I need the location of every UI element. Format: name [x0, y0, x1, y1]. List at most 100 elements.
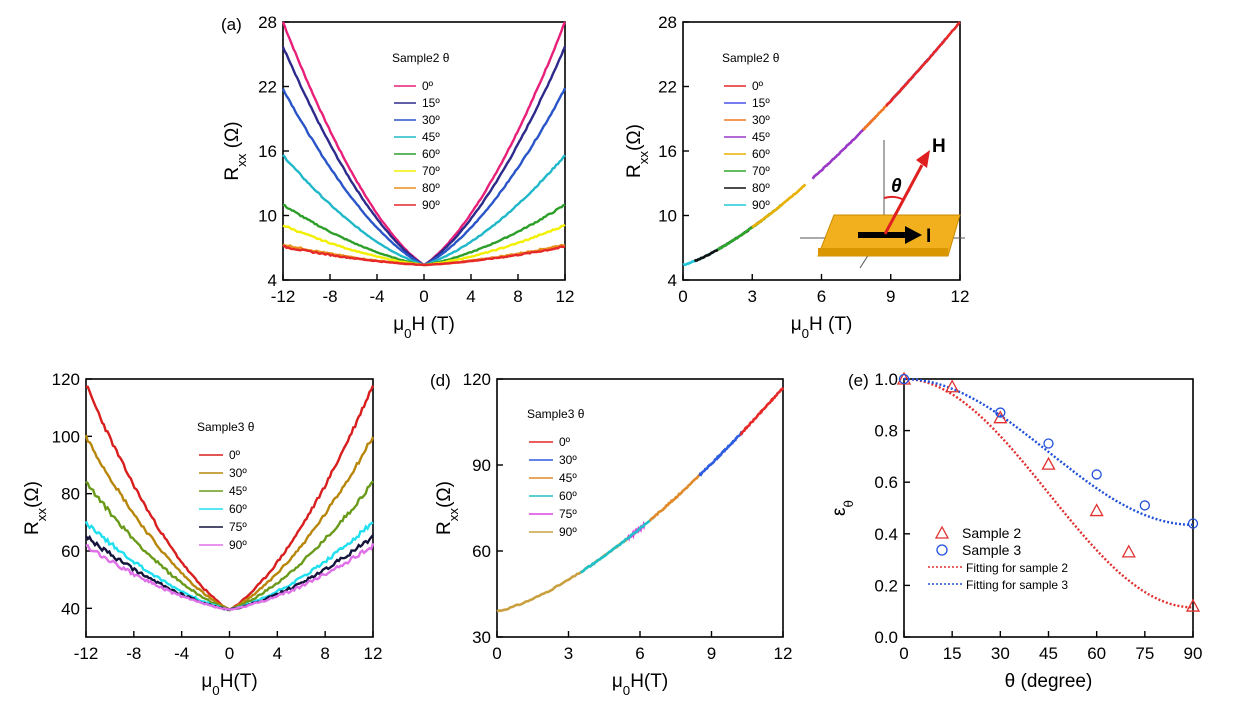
data-point — [1139, 500, 1150, 511]
field-label: H — [932, 136, 946, 157]
y-tick-label: 1.0 — [874, 370, 898, 389]
y-axis-label: Rxx (Ω) — [222, 121, 249, 180]
series-line — [739, 386, 785, 436]
legend-label: 30º — [229, 466, 247, 480]
y-tick-label: 30 — [472, 628, 491, 647]
x-tick-label: 12 — [951, 287, 970, 306]
legend-label: 30º — [559, 453, 577, 467]
y-tick-label: 10 — [658, 207, 677, 226]
series-line — [579, 515, 656, 574]
series-line — [885, 21, 961, 107]
x-tick-label: 9 — [886, 287, 895, 306]
sample-slab-edge — [818, 248, 948, 256]
y-tick-label: 90 — [472, 456, 491, 475]
x-axis-label: μ0H(T) — [612, 671, 668, 698]
legend-label: 60º — [422, 147, 440, 161]
legend-label: 80º — [422, 181, 440, 195]
y-tick-label: 28 — [658, 13, 677, 32]
series-line — [698, 430, 744, 477]
x-tick-label: 30 — [991, 644, 1010, 663]
legend-title: Sample3 θ — [197, 420, 255, 434]
legend-title: Sample3 θ — [527, 407, 585, 421]
x-tick-label: 3 — [748, 287, 757, 306]
y-tick-label: 4 — [268, 271, 277, 290]
legend-label: 0º — [752, 79, 764, 93]
y-tick-label: 0.0 — [874, 628, 898, 647]
series-line — [282, 203, 566, 267]
data-point — [1091, 469, 1102, 480]
x-tick-label: 15 — [943, 644, 962, 663]
x-tick-label: 6 — [635, 644, 644, 663]
fit-line — [904, 377, 1194, 526]
legend-label: 45º — [422, 130, 440, 144]
panel-a: -12 -8 -4 0 4 8 12 4 10 16 22 28 μ0H (T) Rxx (Ω) (a) Sa… — [221, 13, 574, 341]
legend-marker — [934, 525, 950, 539]
panel-b: 0 3 6 9 12 4 10 16 22 28 μ0H (T) Rxx(Ω) Sample2 θ 0º 1… — [624, 13, 969, 341]
data-point — [1089, 503, 1104, 517]
x-tick-label: 0 — [899, 644, 908, 663]
legend-label: Fitting for sample 2 — [966, 561, 1068, 575]
series-line — [649, 472, 703, 522]
data-point — [993, 410, 1008, 424]
y-axis-label: Rxx(Ω) — [624, 124, 651, 178]
x-tick-label: 6 — [817, 287, 826, 306]
y-tick-label: 40 — [61, 599, 80, 618]
x-tick-label: 8 — [320, 644, 329, 663]
data-point — [1041, 456, 1056, 470]
x-tick-label: 75 — [1135, 644, 1154, 663]
y-tick-label: 120 — [52, 370, 80, 389]
x-tick-label: 0 — [678, 287, 687, 306]
series-line — [85, 542, 375, 611]
x-tick-label: -12 — [74, 644, 99, 663]
legend-label: 60º — [559, 489, 577, 503]
series-line — [751, 183, 807, 229]
y-tick-label: 60 — [472, 542, 491, 561]
y-axis-label: Rxx(Ω) — [434, 481, 461, 535]
inset-diagram: I Hθ — [800, 136, 965, 269]
y-tick-label: 4 — [668, 271, 677, 290]
y-tick-label: 0.2 — [874, 576, 898, 595]
data-point — [1187, 518, 1199, 529]
data-point — [945, 379, 960, 393]
y-tick-label: 100 — [52, 427, 80, 446]
y-axis-label: Rxx(Ω) — [22, 481, 49, 535]
series-line — [282, 244, 566, 267]
x-tick-label: 4 — [466, 287, 475, 306]
data-point — [1043, 438, 1054, 449]
data-point — [995, 407, 1006, 418]
y-tick-label: 22 — [658, 78, 677, 97]
fit-line — [903, 377, 1193, 609]
legend-label: 70º — [752, 164, 770, 178]
y-tick-label: 28 — [258, 13, 277, 32]
legend-label: 90º — [422, 198, 440, 212]
current-arrowhead — [905, 226, 922, 244]
y-tick-label: 0.8 — [874, 422, 898, 441]
legend-label: 60º — [229, 502, 247, 516]
legend-label: 45º — [229, 484, 247, 498]
x-tick-label: -4 — [369, 287, 384, 306]
y-axis-label: εθ — [829, 500, 856, 516]
x-tick-label: -12 — [271, 287, 296, 306]
theta-label: θ — [891, 176, 902, 197]
legend-label: 0º — [422, 79, 434, 93]
y-tick-label: 0.4 — [874, 525, 898, 544]
panel-e: 0 15 30 45 60 75 90 0.0 0.2 0.4 0.6 0.8 1.0 θ (degree… — [829, 370, 1202, 692]
x-axis-label: μ0H (T) — [791, 314, 853, 341]
legend-label: Sample 2 — [962, 525, 1021, 541]
legend-title: Sample2 θ — [722, 51, 780, 65]
x-tick-label: 0 — [419, 287, 428, 306]
data-point — [1185, 598, 1201, 612]
current-label: I — [926, 226, 931, 247]
legend-label: 75º — [229, 520, 247, 534]
x-tick-label: 90 — [1184, 644, 1203, 663]
x-tick-label: 8 — [513, 287, 522, 306]
panel-c: -12 -8 -4 0 4 8 12 40 60 80 100 120 μ0H(T) Rxx(Ω) Samp… — [22, 370, 382, 698]
legend-label: 0º — [559, 435, 571, 449]
series-line — [282, 223, 566, 267]
legend-label: 30º — [752, 113, 770, 127]
x-axis-label: θ (degree) — [1005, 671, 1093, 692]
y-tick-label: 80 — [61, 485, 80, 504]
x-tick-label: -8 — [126, 644, 141, 663]
theta-arc — [883, 195, 905, 201]
